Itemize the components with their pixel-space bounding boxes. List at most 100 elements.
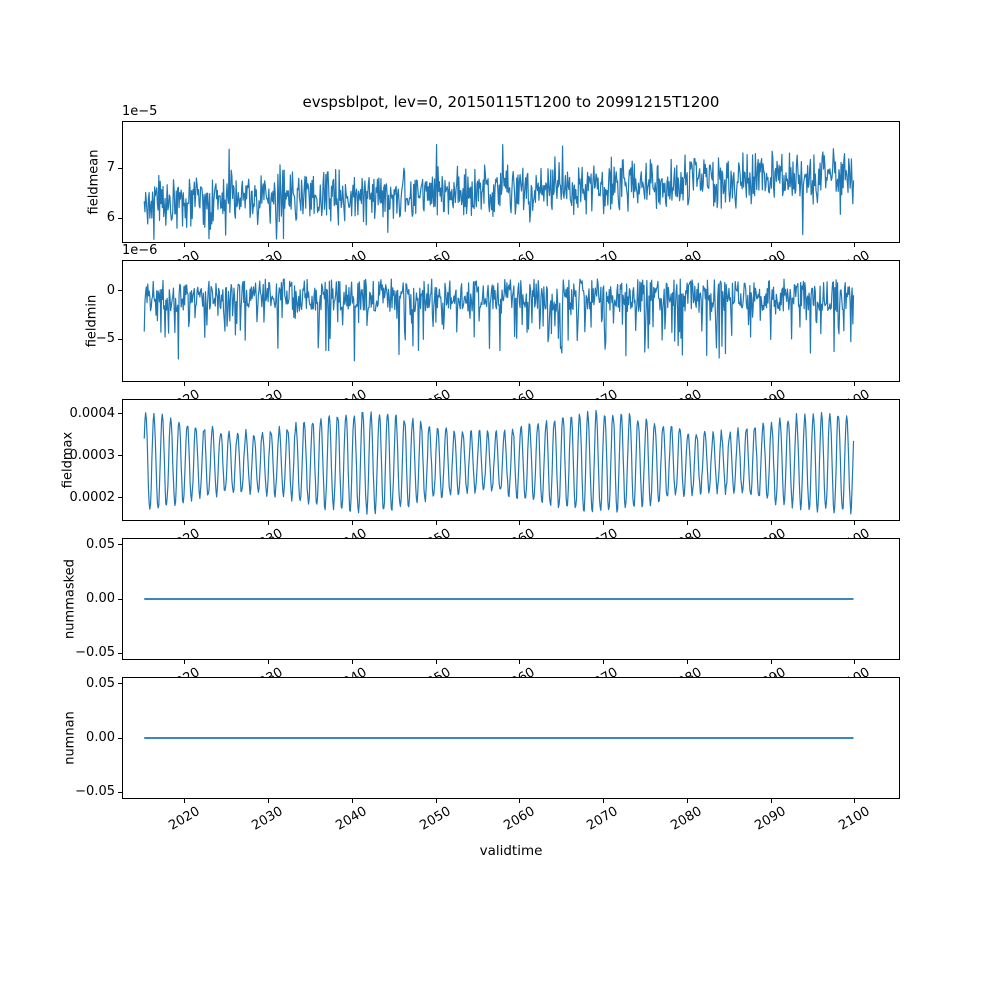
x-tick <box>603 243 605 247</box>
y-tick-label: 0.00 <box>86 591 115 606</box>
x-tick <box>435 521 437 525</box>
x-tick <box>770 799 772 803</box>
x-tick <box>351 521 353 525</box>
y-tick-label: 0.05 <box>86 536 115 552</box>
y-tick <box>118 791 122 793</box>
x-tick <box>268 382 270 386</box>
ylabel-fieldmean: fieldmean <box>86 149 102 215</box>
subplot-numnan-plot-area <box>144 737 854 739</box>
y-tick <box>118 497 122 499</box>
x-tick <box>268 243 270 247</box>
subplot-fieldmax-line <box>143 409 855 515</box>
x-tick <box>686 382 688 386</box>
subplot-fieldmean-line <box>143 143 855 240</box>
x-tick <box>603 521 605 525</box>
subplot-fieldmax-plot-area <box>143 409 855 515</box>
x-tick-label: 2070 <box>584 804 622 834</box>
y-tick <box>118 544 122 546</box>
x-tick <box>603 799 605 803</box>
y-tick <box>118 737 122 739</box>
y-tick-label: 7 <box>106 160 115 176</box>
subplot-fieldmin-axes <box>122 260 900 382</box>
y-tick-label: −0.05 <box>75 784 115 800</box>
x-tick <box>854 521 856 525</box>
offset-label-fieldmin: 1e−6 <box>122 243 158 258</box>
y-tick <box>118 167 122 169</box>
y-tick <box>118 413 122 415</box>
subplot-nummasked-plot-area <box>144 598 854 600</box>
x-tick-label: 2060 <box>501 804 538 834</box>
x-tick <box>268 799 270 803</box>
x-tick <box>770 521 772 525</box>
x-tick <box>854 243 856 247</box>
subplot-fieldmax-axes <box>122 399 900 521</box>
x-tick <box>268 521 270 525</box>
x-tick-label: 2080 <box>668 804 705 834</box>
y-tick-label: 0 <box>106 282 115 298</box>
y-tick <box>118 338 122 340</box>
x-tick <box>184 799 186 803</box>
ylabel-fieldmin: fieldmin <box>84 294 100 348</box>
y-tick <box>118 217 122 219</box>
subplot-fieldmin-plot-area <box>143 278 855 362</box>
x-tick <box>519 799 521 803</box>
x-tick <box>519 660 521 664</box>
x-tick-label: 2020 <box>166 804 203 834</box>
x-tick <box>603 660 605 664</box>
y-tick <box>118 455 122 457</box>
y-tick-label: 0.0002 <box>69 489 116 505</box>
y-tick-label: 0.00 <box>86 730 115 745</box>
x-tick <box>435 382 437 386</box>
x-tick <box>519 521 521 525</box>
x-tick <box>686 521 688 525</box>
x-tick <box>770 243 772 247</box>
x-tick <box>184 521 186 525</box>
y-tick <box>118 683 122 685</box>
x-tick <box>686 243 688 247</box>
x-tick <box>351 660 353 664</box>
offset-label-fieldmean: 1e−5 <box>122 104 158 119</box>
x-tick <box>686 799 688 803</box>
x-tick <box>184 243 186 247</box>
subplot-nummasked-axes <box>122 538 900 660</box>
y-tick <box>118 598 122 600</box>
x-tick <box>854 382 856 386</box>
subplot-fieldmean-plot-area <box>143 143 855 240</box>
y-tick-label: −5 <box>95 331 115 347</box>
x-tick-label: 2030 <box>249 804 287 834</box>
y-tick-label: −0.05 <box>75 645 115 661</box>
ylabel-nummasked: nummasked <box>62 559 78 639</box>
x-tick-label: 2090 <box>752 804 789 834</box>
x-tick <box>519 243 521 247</box>
x-tick <box>435 660 437 664</box>
y-tick-label: 0.0004 <box>69 405 116 421</box>
subplot-numnan-axes <box>122 677 900 799</box>
x-axis-label: validtime <box>479 843 543 859</box>
x-tick <box>603 382 605 386</box>
y-tick-label: 6 <box>106 210 115 226</box>
x-tick <box>184 382 186 386</box>
x-tick <box>351 382 353 386</box>
x-tick <box>268 660 270 664</box>
subplot-fieldmean-axes <box>122 121 900 243</box>
x-tick-label: 2040 <box>333 804 370 834</box>
x-tick <box>519 382 521 386</box>
y-tick-label: 0.0003 <box>69 447 116 463</box>
y-tick <box>118 652 122 654</box>
x-tick <box>435 799 437 803</box>
x-tick <box>184 660 186 664</box>
x-tick <box>854 799 856 803</box>
x-tick <box>770 382 772 386</box>
x-tick <box>351 243 353 247</box>
subplot-fieldmin-line <box>143 278 855 362</box>
x-tick <box>686 660 688 664</box>
chart-title: evspsblpot, lev=0, 20150115T1200 to 2099… <box>302 93 720 111</box>
x-tick <box>351 799 353 803</box>
x-tick <box>435 243 437 247</box>
y-tick-label: 0.05 <box>86 675 115 691</box>
x-tick <box>854 660 856 664</box>
y-tick <box>118 290 122 292</box>
x-tick-label: 2100 <box>836 804 873 834</box>
x-tick-label: 2050 <box>417 804 454 834</box>
